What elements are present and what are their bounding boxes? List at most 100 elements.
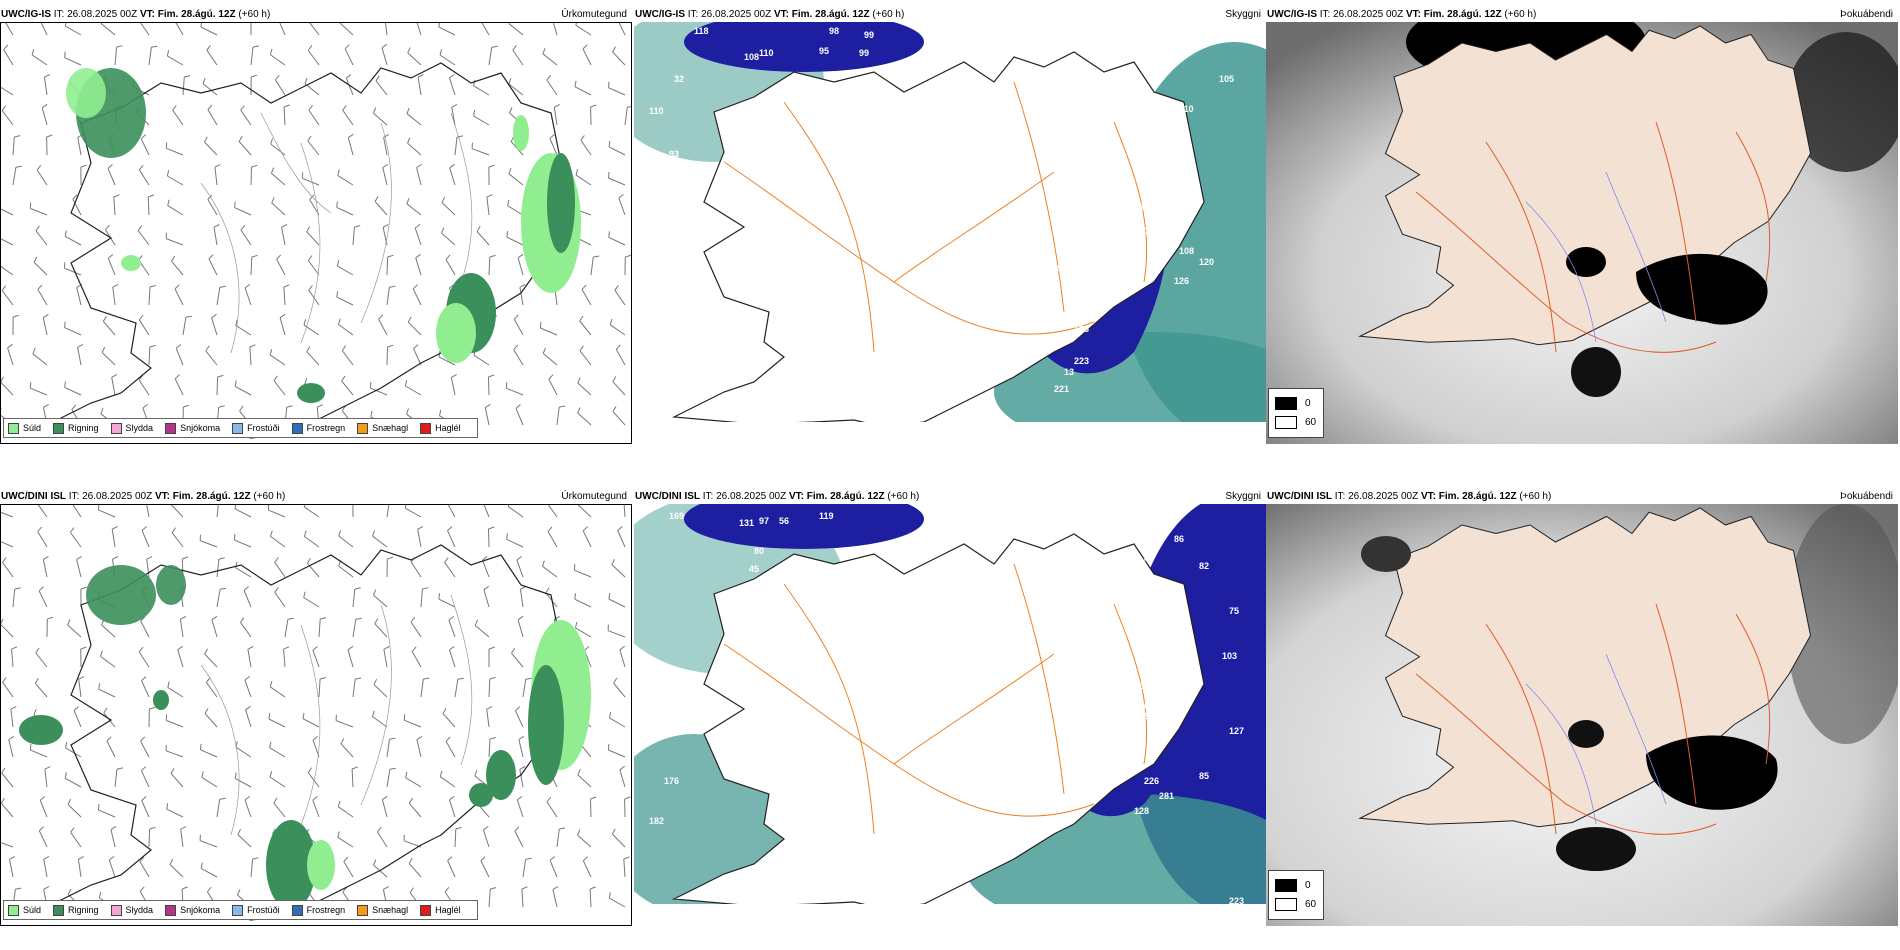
wind-barb-flag [449,73,455,79]
legend-item: Snjókoma [165,904,220,916]
wind-barb [211,317,218,336]
wind-barb-flag [439,409,442,416]
wind-barb [548,378,558,396]
wind-barb-flag [202,77,206,84]
wind-barb-flag [149,826,156,830]
wind-barb [306,231,320,246]
wind-barb [67,624,82,638]
wind-barb-flag [140,736,146,742]
wind-barb-flag [73,706,79,711]
wind-barb-flag [505,382,508,389]
wind-barb [447,505,456,518]
wind-barb-flag [473,79,476,86]
wind-barb-flag [559,405,566,408]
wind-barb-flag [235,319,238,326]
legend-item: Slydda [110,904,153,916]
wind-barb-flag [14,587,21,590]
wind-barb-flag [1,285,7,291]
map-frame: 118 98 99 95 99 108 110 32 110 93 3 97 252 182 105 110 4… [634,22,1266,422]
visibility-label: 93 [1019,286,1029,296]
wind-barb-flag [577,769,581,775]
visibility-label: 104 [1019,686,1034,696]
wind-barb [476,231,490,246]
panel-type-label: Skyggni [1225,9,1261,20]
visibility-label: 30 [1109,214,1119,224]
visibility-label: 39 [1169,644,1179,654]
wind-barb-flag [204,648,208,655]
wind-barb-flag [507,505,510,507]
visibility-label: 35 [1184,651,1194,661]
wind-barb [338,565,354,578]
roads [1415,603,1771,835]
wind-barb [618,23,626,36]
wind-barb-flag [381,43,388,49]
map-frame: 0 60 [1266,504,1898,926]
wind-barb-flag [279,313,286,319]
visibility-label: 43 [1134,681,1144,691]
wind-barb [166,719,184,728]
legend-swatch [291,904,303,916]
wind-barb [488,678,491,698]
wind-barb [108,859,116,878]
iceland-outline [38,544,572,921]
wind-barb [216,287,221,306]
wind-barb-flag [43,403,49,408]
wind-barb [338,535,354,548]
wind-barb [386,346,388,366]
visibility-label: 252 [1139,32,1154,42]
visibility-label: 69 [1104,184,1114,194]
wind-barb [270,54,286,66]
wind-barb [612,381,626,396]
wind-barb [441,202,456,216]
wind-barb-flag [307,45,313,51]
roads [723,81,1148,353]
visibility-label: 31 [1169,176,1179,186]
wind-barb-flag [170,768,175,774]
wind-barb [516,799,524,818]
wind-barb [199,840,218,848]
visibility-label: 136 [1074,324,1089,334]
wind-barb [170,505,184,518]
wind-barb-flag [612,406,617,412]
wind-barb [482,829,490,848]
wind-barb [318,678,321,698]
visibility-label: 120 [1199,257,1214,267]
wind-barb [38,830,48,848]
wind-barb [347,649,354,668]
wind-barb-flag [416,163,422,168]
visibility-label: 13 [1064,367,1074,377]
visibility-label: 348 [1139,511,1154,521]
wind-barb-flag [65,741,68,748]
wind-barb-flag [355,677,362,680]
wind-barb [37,505,48,518]
wind-barb [312,649,320,668]
wind-barb-flag [423,677,430,680]
wind-barb [335,720,354,728]
visibility-label: 182 [649,816,664,826]
wind-barb [216,589,221,608]
wind-barb [182,317,187,336]
wind-barb-flag [137,225,143,231]
wind-barb-flag [303,530,307,537]
wind-barb [556,407,560,426]
wind-barb [138,319,150,336]
wind-barb-flag [383,885,389,890]
wind-barb-flag [46,134,53,138]
visibility-label: 32 [1179,611,1189,621]
wind-barb [483,589,490,608]
wind-barb [281,227,286,246]
wind-barb-flag [39,796,46,801]
wind-barb-flag [513,344,518,350]
wind-barb-flag [76,555,82,560]
wind-barb [608,749,626,758]
wind-barb-flag [582,44,588,50]
visibility-label: 40 [1144,554,1154,564]
visibility-label: 41 [1164,691,1174,701]
wind-barb [546,801,558,818]
wind-barb [454,137,458,156]
wind-barb [382,167,388,186]
wind-barb-flag [579,345,584,352]
wind-barb-flag [417,74,424,78]
wind-barb-flag [444,557,449,563]
wind-barb-flag [373,859,377,866]
